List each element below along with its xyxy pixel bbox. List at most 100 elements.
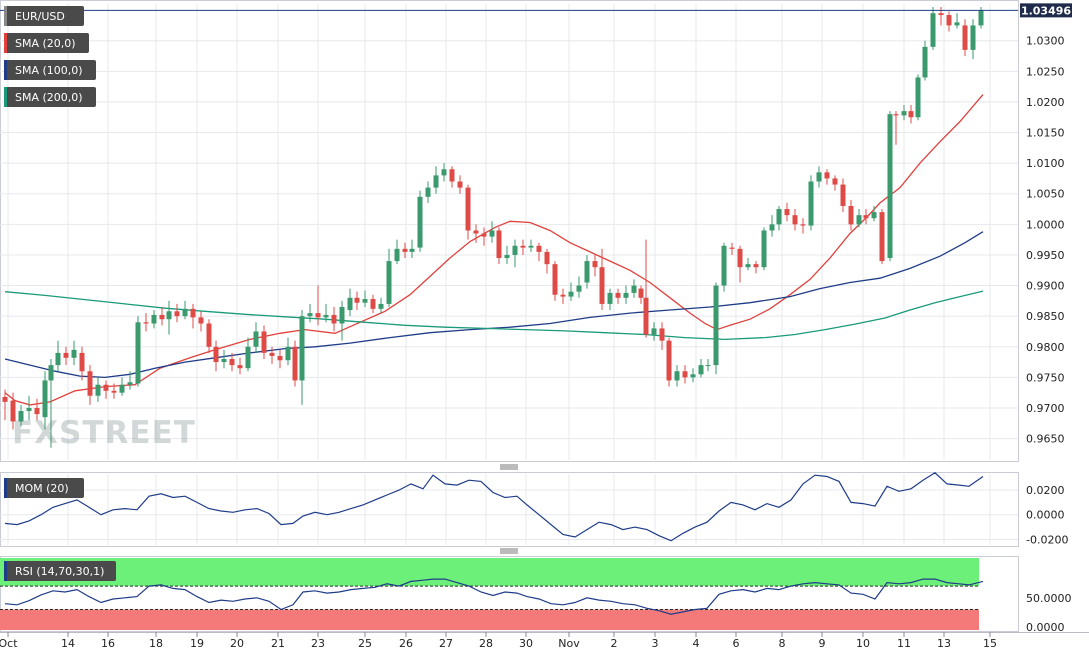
candle bbox=[879, 209, 885, 265]
time-axis-label: 28 bbox=[479, 637, 493, 650]
candle bbox=[737, 245, 743, 283]
candle bbox=[800, 218, 806, 234]
candle bbox=[159, 306, 165, 326]
candle bbox=[674, 365, 680, 387]
candle bbox=[465, 184, 471, 240]
candle-body-up bbox=[978, 10, 984, 26]
time-axis-label: 25 bbox=[358, 637, 372, 650]
candle-body-down bbox=[599, 267, 605, 304]
candle bbox=[261, 325, 267, 360]
candle bbox=[55, 340, 61, 372]
mom-panel bbox=[0, 472, 1019, 547]
candle bbox=[560, 288, 566, 304]
time-axis-label: 16 bbox=[101, 637, 115, 650]
candle-body-up bbox=[489, 230, 495, 237]
candle bbox=[816, 166, 822, 188]
rsi-line bbox=[4, 578, 984, 615]
candle bbox=[930, 7, 936, 50]
candle-body-up bbox=[761, 230, 767, 268]
candle bbox=[87, 365, 93, 405]
candle bbox=[893, 111, 899, 145]
time-axis-label: 19 bbox=[190, 637, 204, 650]
candle-body-up bbox=[425, 187, 431, 197]
candle-body-up bbox=[26, 407, 32, 412]
time-axis-label: 10 bbox=[856, 637, 870, 650]
legend-sma-100[interactable]: SMA (100,0) bbox=[4, 60, 96, 80]
candle bbox=[10, 392, 16, 430]
candle bbox=[151, 310, 157, 329]
candle bbox=[666, 337, 672, 387]
panel-resize-handle[interactable] bbox=[500, 548, 518, 554]
candle bbox=[237, 357, 243, 375]
candle bbox=[848, 199, 854, 231]
candle bbox=[615, 288, 621, 304]
candle bbox=[938, 7, 944, 26]
rsi-overbought-zone bbox=[0, 558, 979, 587]
candle bbox=[792, 209, 798, 231]
legend-rsi[interactable]: RSI (14,70,30,1) bbox=[4, 561, 116, 581]
grid bbox=[0, 4, 1018, 545]
time-axis-label: 23 bbox=[311, 637, 325, 650]
candle-body-up bbox=[127, 382, 133, 385]
legend-symbol[interactable]: EUR/USD bbox=[4, 6, 84, 26]
time-axis-label: 14 bbox=[61, 637, 75, 650]
candle bbox=[323, 303, 329, 323]
candle bbox=[761, 227, 767, 271]
candle bbox=[378, 297, 384, 314]
candle-body-down bbox=[331, 314, 337, 324]
candle bbox=[915, 74, 921, 121]
legend-sma-20[interactable]: SMA (20,0) bbox=[4, 33, 89, 53]
price-axis-label: 1.0150 bbox=[1026, 127, 1065, 140]
candle bbox=[544, 248, 550, 274]
candle bbox=[174, 303, 180, 323]
panel-resize-handle[interactable] bbox=[500, 464, 518, 470]
candle bbox=[659, 322, 665, 350]
price-axis-label: 0.9800 bbox=[1026, 341, 1065, 354]
candle-body-down bbox=[277, 355, 283, 361]
candle bbox=[496, 227, 502, 265]
time-axis-label: 27 bbox=[439, 637, 453, 650]
candle bbox=[18, 404, 24, 427]
candle bbox=[863, 209, 869, 225]
candle-body-down bbox=[863, 215, 869, 219]
price-axis-label: 1.0300 bbox=[1026, 35, 1065, 48]
candle-body-down bbox=[111, 390, 117, 393]
candle-body-up bbox=[339, 306, 345, 324]
candle-body-down bbox=[560, 294, 566, 297]
candle bbox=[528, 239, 534, 252]
time-axis-label: 20 bbox=[230, 637, 244, 650]
candle bbox=[651, 322, 657, 341]
candle bbox=[63, 346, 69, 366]
candle-body-up bbox=[253, 331, 259, 347]
candle-body-up bbox=[808, 181, 814, 226]
candle bbox=[576, 276, 582, 298]
time-axis-label: 2 bbox=[611, 637, 618, 650]
candle bbox=[135, 316, 141, 387]
candle-body-up bbox=[285, 346, 291, 361]
candle-body-up bbox=[698, 365, 704, 375]
candle-body-up bbox=[623, 292, 629, 298]
candle-body-down bbox=[229, 359, 235, 366]
candle bbox=[26, 395, 32, 421]
candle bbox=[370, 294, 376, 314]
candle bbox=[331, 306, 337, 332]
candle-body-down bbox=[206, 323, 212, 347]
candle-body-down bbox=[79, 352, 85, 372]
candle-body-down bbox=[261, 331, 267, 353]
legend-sma-200[interactable]: SMA (200,0) bbox=[4, 87, 96, 107]
candle bbox=[166, 300, 172, 335]
candle bbox=[409, 239, 415, 259]
candle bbox=[402, 242, 408, 259]
candle-body-up bbox=[119, 384, 125, 393]
candle-body-down bbox=[457, 181, 463, 188]
candle-body-down bbox=[592, 261, 598, 268]
candle bbox=[79, 346, 85, 381]
candle-body-up bbox=[307, 313, 313, 317]
candle-body-up bbox=[151, 314, 157, 324]
candle-body-up bbox=[95, 384, 101, 396]
candle bbox=[552, 261, 558, 301]
candle-body-up bbox=[568, 291, 574, 297]
legend-mom[interactable]: MOM (20) bbox=[4, 478, 84, 498]
candle bbox=[901, 104, 907, 121]
candle bbox=[182, 300, 188, 320]
